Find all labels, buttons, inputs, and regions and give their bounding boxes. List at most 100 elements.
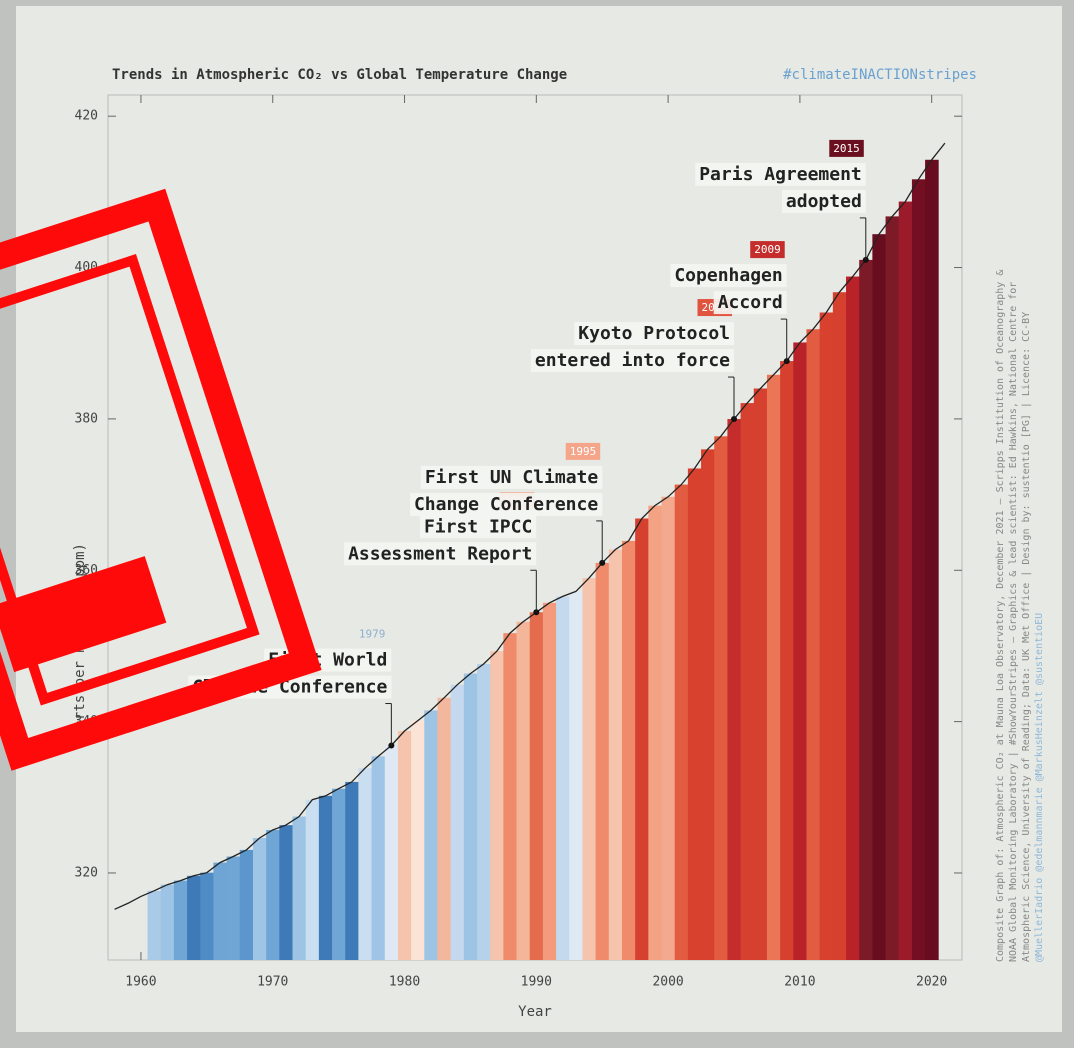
stripe xyxy=(556,596,570,960)
annotation-text: Change Conference xyxy=(414,494,598,515)
stripe xyxy=(793,342,807,961)
stripe xyxy=(687,468,702,960)
stripe xyxy=(529,612,544,960)
stripe xyxy=(279,825,293,960)
stripe xyxy=(516,621,531,960)
stripe xyxy=(450,684,465,960)
stripe xyxy=(173,880,188,960)
stripe xyxy=(384,745,399,960)
stripe xyxy=(226,856,241,960)
stripe xyxy=(503,633,517,960)
annotation-text: entered into force xyxy=(535,350,730,371)
annotation-text: First IPCC xyxy=(424,516,532,537)
stamp-frame-inner xyxy=(0,254,260,706)
stripe xyxy=(740,403,755,960)
stripe xyxy=(266,829,280,960)
stripe xyxy=(608,549,623,960)
x-tick-label: 1960 xyxy=(125,975,156,990)
stripe xyxy=(621,540,636,960)
stripe xyxy=(714,436,728,960)
annotation-bg xyxy=(574,322,735,346)
stripe xyxy=(859,259,873,960)
stripe xyxy=(832,292,847,960)
x-axis-label: Year xyxy=(518,1004,552,1020)
stripe xyxy=(490,651,504,960)
x-tick-label: 2010 xyxy=(784,975,815,990)
stripe xyxy=(187,875,201,960)
stripe xyxy=(305,799,320,960)
annotation-text: Assessment Report xyxy=(348,543,532,564)
chart-title: Trends in Atmospheric CO₂ vs Global Temp… xyxy=(112,67,567,83)
stripe xyxy=(766,374,781,960)
stripe xyxy=(595,562,610,960)
credit-line: Composite Graph of: Atmospheric CO₂ at M… xyxy=(995,270,1006,962)
y-tick-label: 420 xyxy=(75,109,98,124)
stripe xyxy=(213,862,228,960)
x-tick-label: 2020 xyxy=(916,975,947,990)
annotation-year: 1995 xyxy=(570,445,597,458)
x-tick-label: 2000 xyxy=(652,975,683,990)
annotation-bg xyxy=(781,189,866,213)
y-tick-label: 380 xyxy=(75,411,98,426)
stripe xyxy=(371,756,386,960)
annotation-year-bg xyxy=(750,241,785,259)
stripe xyxy=(701,449,715,960)
stripe xyxy=(648,505,662,960)
credits: Composite Graph of: Atmospheric CO₂ at M… xyxy=(995,270,1045,962)
stripe xyxy=(411,720,425,960)
stripe xyxy=(147,890,162,960)
annotation-text: Accord xyxy=(718,292,783,313)
stripe xyxy=(332,788,346,960)
hashtag: #climateINACTIONstripes xyxy=(783,67,977,83)
stripe xyxy=(911,179,926,960)
stripe xyxy=(885,216,900,960)
stripe xyxy=(819,312,834,961)
annotation-bg xyxy=(344,542,537,566)
stripe xyxy=(753,388,768,960)
stripe xyxy=(582,578,597,960)
stripe xyxy=(477,664,491,960)
x-tick-label: 1990 xyxy=(521,975,552,990)
x-tick-label: 1970 xyxy=(257,975,288,990)
stripe xyxy=(635,518,649,960)
stripe xyxy=(872,234,886,960)
stripe xyxy=(806,329,821,961)
annotation-year: 2009 xyxy=(754,243,781,256)
stamp xyxy=(0,188,322,771)
x-tick-label: 1980 xyxy=(389,975,420,990)
stamp-frame xyxy=(0,188,322,771)
stripe xyxy=(345,781,359,960)
annotation-text: Kyoto Protocol xyxy=(578,323,730,344)
stripe xyxy=(437,697,452,960)
stripe xyxy=(846,276,860,960)
stripe xyxy=(424,710,438,960)
credit-line: Atmospheric Science, University of Readi… xyxy=(1021,312,1032,962)
stripe xyxy=(898,201,913,960)
credit-line: @MuellerIadrio @edelmannmarie @MarkusHei… xyxy=(1034,613,1045,962)
stripe xyxy=(292,816,307,960)
stripe xyxy=(397,730,412,960)
credit-line: NOAA Global Monitoring Laboratory | #Sho… xyxy=(1008,282,1019,962)
stripe xyxy=(925,159,939,960)
annotation-bg xyxy=(419,515,537,539)
annotation-year: 1979 xyxy=(359,628,386,641)
stripe xyxy=(463,673,478,960)
annotation-bg xyxy=(409,492,603,516)
annotation-year-bg xyxy=(829,139,864,157)
stripe xyxy=(674,484,689,960)
annotation-text: Paris Agreement xyxy=(699,164,862,185)
stripe xyxy=(200,872,214,960)
stamp-block xyxy=(0,556,167,673)
annotation-text: adopted xyxy=(786,191,862,212)
annotation-bg xyxy=(670,264,787,288)
stripe xyxy=(542,602,557,960)
annotation-year: 2015 xyxy=(833,142,860,155)
annotation-bg xyxy=(713,291,787,315)
annotation-text: Copenhagen xyxy=(674,265,782,286)
stripe xyxy=(358,768,372,960)
stripe xyxy=(661,496,676,960)
stripe xyxy=(160,884,175,960)
stripe xyxy=(318,795,333,960)
